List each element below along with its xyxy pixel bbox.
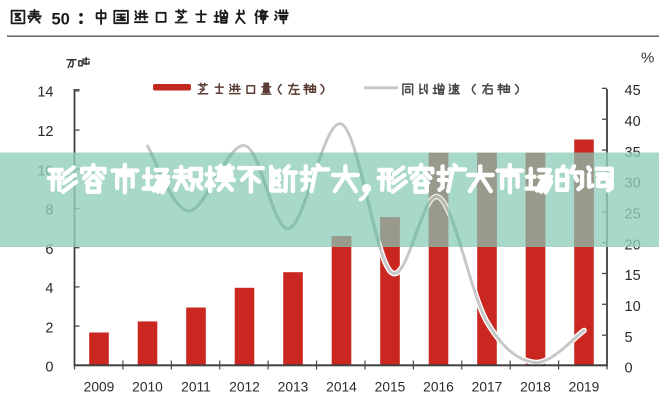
svg-text:14: 14 — [37, 85, 53, 101]
svg-text:2014: 2014 — [326, 380, 357, 395]
svg-text:2012: 2012 — [229, 380, 260, 395]
svg-text:15: 15 — [625, 268, 641, 284]
svg-text:2013: 2013 — [278, 380, 309, 395]
svg-text:0: 0 — [625, 361, 633, 377]
svg-text:50: 50 — [52, 10, 70, 28]
svg-text:6: 6 — [45, 242, 53, 258]
svg-text:4: 4 — [45, 281, 53, 297]
svg-text:40: 40 — [625, 114, 641, 130]
svg-text:45: 45 — [625, 83, 641, 99]
svg-text:2011: 2011 — [181, 380, 211, 395]
svg-text:10: 10 — [625, 299, 641, 315]
svg-text:2016: 2016 — [423, 380, 454, 395]
svg-text:5: 5 — [625, 330, 633, 346]
svg-text:2015: 2015 — [375, 380, 406, 395]
svg-text:2017: 2017 — [472, 380, 503, 395]
svg-text:%: % — [641, 50, 654, 67]
svg-text:12: 12 — [37, 124, 53, 140]
svg-text:2010: 2010 — [132, 380, 163, 395]
svg-text:2019: 2019 — [569, 380, 600, 395]
svg-text:0: 0 — [45, 360, 53, 376]
svg-text:2009: 2009 — [84, 380, 115, 395]
svg-text:2: 2 — [45, 320, 53, 336]
svg-text:2018: 2018 — [520, 380, 551, 395]
